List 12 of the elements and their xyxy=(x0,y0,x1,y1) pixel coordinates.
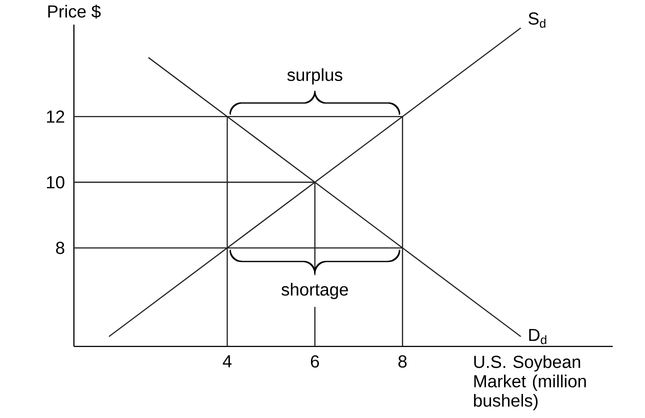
y-tick-label: 10 xyxy=(46,176,64,189)
y-tick-label: 12 xyxy=(46,110,64,123)
x-tick-label: 6 xyxy=(310,355,319,368)
x-tick-label: 8 xyxy=(398,355,407,368)
y-tick-label: 8 xyxy=(56,242,64,254)
annotation: shortage xyxy=(282,283,348,300)
series-label: D$_{d}$ xyxy=(529,329,546,344)
annotation: surplus xyxy=(287,68,342,85)
x-tick-label: 4 xyxy=(222,355,232,368)
y-axis-title: Price $ xyxy=(48,4,101,19)
series-label: S$_{d}$ xyxy=(528,12,546,28)
x-axis-title: U.S. Soybean Market (million bushels) xyxy=(474,355,586,410)
